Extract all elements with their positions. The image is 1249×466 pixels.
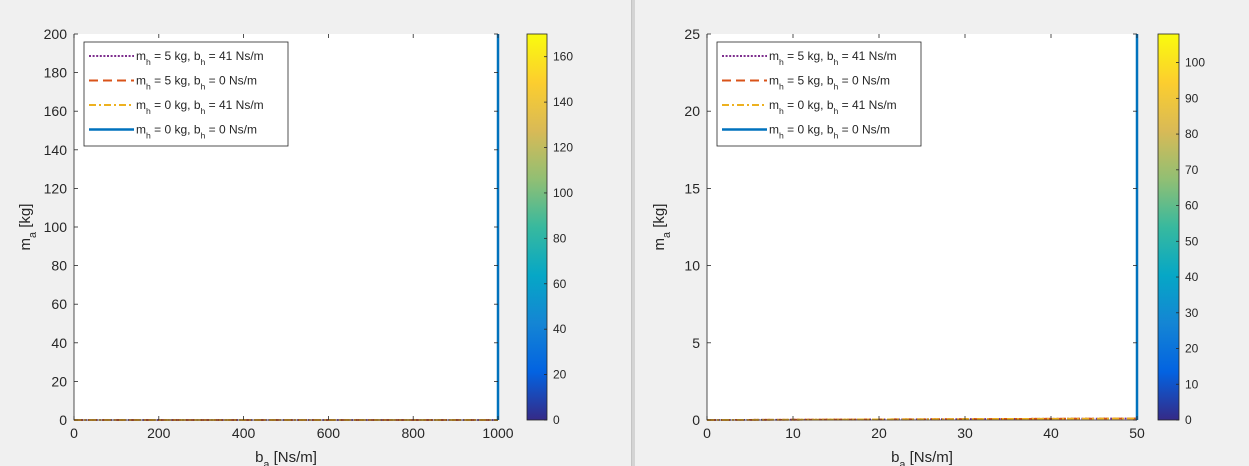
colorbar-tick-label-9: 90: [1185, 91, 1199, 105]
legend: mh = 5 kg, bh = 41 Ns/m mh = 5 kg, bh = 0…: [83, 41, 289, 147]
colorbar-tick-label-5: 50: [1185, 234, 1199, 248]
y-tick-label-4: 80: [51, 258, 67, 274]
panel-divider[interactable]: [631, 0, 635, 466]
colorbar-tick-label-0: 0: [1185, 413, 1192, 427]
y-axis-label: ma [kg]: [17, 204, 39, 251]
y-tick-label-0: 0: [59, 412, 67, 428]
x-tick-label-0: 0: [70, 425, 78, 441]
legend-entry-2: mh = 0 kg, bh = 41 Ns/m: [769, 98, 897, 116]
colorbar-tick-label-8: 80: [1185, 127, 1199, 141]
colorbar-tick-label-0: 0: [553, 413, 560, 427]
colorbar-tick-label-10: 100: [1185, 56, 1205, 70]
x-axis-label: ba [Ns/m]: [891, 449, 953, 466]
colorbar-tick-label-3: 60: [553, 277, 567, 291]
y-tick-label-7: 140: [44, 142, 68, 158]
y-tick-label-10: 200: [44, 26, 68, 42]
colorbar-tick-label-7: 140: [553, 95, 573, 109]
colorbar-tick-label-2: 40: [553, 322, 567, 336]
x-tick-label-5: 50: [1129, 425, 1145, 441]
colorbar: [1157, 33, 1180, 421]
x-tick-label-4: 40: [1043, 425, 1059, 441]
x-tick-label-1: 10: [785, 425, 801, 441]
legend-entry-0: mh = 5 kg, bh = 41 Ns/m: [136, 49, 264, 67]
x-tick-label-2: 400: [232, 425, 256, 441]
colorbar-tick-label-1: 10: [1185, 377, 1199, 391]
colorbar-tick-label-8: 160: [553, 50, 573, 64]
chart-right: 0 10 20 30 40 50 0 5 10 15 20 25 ba [Ns/m] ma [kg] 0 10…: [651, 26, 1205, 466]
y-tick-label-4: 20: [684, 103, 700, 119]
y-tick-label-5: 25: [684, 26, 700, 42]
legend-entry-3: mh = 0 kg, bh = 0 Ns/m: [769, 123, 890, 141]
x-tick-label-0: 0: [703, 425, 711, 441]
x-tick-label-5: 1000: [482, 425, 513, 441]
y-tick-label-6: 120: [44, 180, 68, 196]
chart-left: 0 200 400 600 800 100002040608010012014016018…: [17, 26, 573, 466]
y-tick-label-2: 40: [51, 335, 67, 351]
y-tick-label-1: 5: [692, 335, 700, 351]
colorbar-tick-label-2: 20: [1185, 342, 1199, 356]
y-tick-label-0: 0: [692, 412, 700, 428]
x-tick-label-3: 600: [317, 425, 341, 441]
y-tick-label-3: 15: [684, 180, 700, 196]
colorbar-tick-label-5: 100: [553, 186, 573, 200]
legend-entry-1: mh = 5 kg, bh = 0 Ns/m: [136, 74, 257, 92]
y-tick-label-3: 60: [51, 296, 67, 312]
x-tick-label-1: 200: [147, 425, 171, 441]
colorbar-tick-label-4: 80: [553, 231, 567, 245]
y-tick-label-5: 100: [44, 219, 68, 235]
x-axis-label: ba [Ns/m]: [255, 449, 317, 466]
colorbar-tick-label-6: 60: [1185, 199, 1199, 213]
y-tick-label-1: 20: [51, 373, 67, 389]
legend-entry-3: mh = 0 kg, bh = 0 Ns/m: [136, 123, 257, 141]
colorbar-tick-label-6: 120: [553, 141, 573, 155]
x-tick-label-4: 800: [402, 425, 426, 441]
legend-entry-2: mh = 0 kg, bh = 41 Ns/m: [136, 98, 264, 116]
y-tick-label-8: 160: [44, 103, 68, 119]
x-tick-label-2: 20: [871, 425, 887, 441]
legend: mh = 5 kg, bh = 41 Ns/m mh = 5 kg, bh = 0…: [716, 41, 922, 147]
y-tick-label-2: 10: [684, 258, 700, 274]
legend-entry-0: mh = 5 kg, bh = 41 Ns/m: [769, 49, 897, 67]
colorbar-tick-label-7: 70: [1185, 163, 1199, 177]
legend-entry-1: mh = 5 kg, bh = 0 Ns/m: [769, 74, 890, 92]
colorbar-tick-label-1: 20: [553, 368, 567, 382]
colorbar: [526, 33, 548, 421]
colorbar-tick-label-3: 30: [1185, 306, 1199, 320]
colorbar-tick-label-4: 40: [1185, 270, 1199, 284]
x-tick-label-3: 30: [957, 425, 973, 441]
y-tick-label-9: 180: [44, 65, 68, 81]
y-axis-label: ma [kg]: [651, 204, 673, 251]
